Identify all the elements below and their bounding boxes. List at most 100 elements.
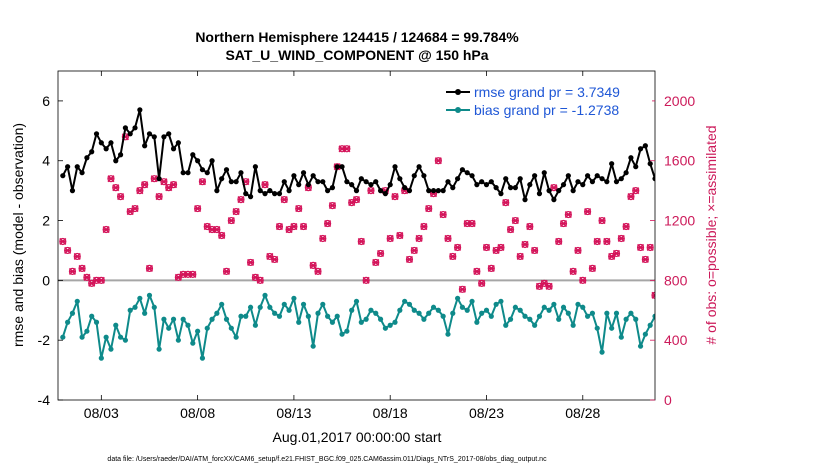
bias-series-point xyxy=(488,313,494,319)
bias-series-point xyxy=(325,313,331,319)
obs-possible-point xyxy=(729,274,735,280)
obs-assimilated-point xyxy=(280,196,288,204)
obs-assimilated-point xyxy=(806,227,812,233)
rmse-series-point xyxy=(180,170,186,176)
rmse-series-point xyxy=(556,188,562,194)
obs-assimilated-point xyxy=(612,249,621,258)
obs-assimilated-point xyxy=(324,219,332,228)
bias-series-point xyxy=(93,319,100,325)
rmse-series-point xyxy=(546,188,552,194)
rmse-series-point xyxy=(79,170,85,176)
bias-series-point xyxy=(479,310,485,316)
bias-series-point xyxy=(541,304,547,310)
obs-assimilated-point xyxy=(559,219,568,228)
obs-assimilated-point xyxy=(352,196,361,204)
obs-assimilated-point xyxy=(579,276,587,284)
rmse-series-point xyxy=(565,173,571,179)
rmse-series-point xyxy=(455,176,461,182)
chart-title: Northern Hemisphere 124415 / 124684 = 99… xyxy=(195,29,519,45)
bias-series-point xyxy=(132,304,138,310)
bias-series-point xyxy=(672,311,677,316)
obs-possible-point xyxy=(743,268,749,274)
obs-assimilated-point xyxy=(691,185,697,191)
obs-assimilated-point xyxy=(473,267,481,275)
rmse-series-point xyxy=(325,188,331,194)
bias-series-point xyxy=(763,314,768,319)
obs-assimilated-point xyxy=(593,237,601,246)
obs-assimilated-point xyxy=(550,184,558,192)
bias-series-point xyxy=(156,346,162,352)
obs-assimilated-point xyxy=(444,234,452,243)
obs-possible-point xyxy=(724,280,730,286)
obs-assimilated-point xyxy=(145,264,154,272)
bias-series-point xyxy=(349,307,355,313)
bias-series-point xyxy=(142,310,148,316)
bias-series-point xyxy=(291,295,297,301)
rmse-series-point xyxy=(257,188,263,194)
bias-series-point xyxy=(503,322,509,328)
rmse-series-point xyxy=(633,164,639,170)
bias-series-point xyxy=(363,316,369,322)
rmse-series-point xyxy=(763,176,768,181)
bias-series-point xyxy=(637,343,644,349)
obs-assimilated-point xyxy=(434,157,442,165)
bias-series-point xyxy=(122,337,129,343)
obs-assimilated-point xyxy=(227,216,235,225)
obs-possible-point xyxy=(758,241,764,247)
bias-series-point xyxy=(74,298,80,304)
bias-series-point xyxy=(334,313,340,319)
obs-possible-point xyxy=(734,179,740,185)
rmse-series-point xyxy=(739,161,744,166)
bias-series-point xyxy=(113,322,119,328)
bias-series-point xyxy=(358,319,364,325)
rmse-series-point xyxy=(676,173,681,178)
data-file-footer: data file: /Users/raeder/DAI/ATM_forcXX/… xyxy=(107,456,547,463)
rmse-series-point xyxy=(377,188,384,194)
rmse-series-point xyxy=(291,173,297,179)
bias-series-point xyxy=(127,307,133,313)
obs-assimilated-point xyxy=(391,193,399,201)
bias-series-point xyxy=(204,325,210,331)
bias-series-point xyxy=(821,320,826,325)
rmse-series-point xyxy=(262,191,268,197)
obs-assimilated-point xyxy=(141,181,149,189)
y-right-tick-label: 0 xyxy=(664,392,672,408)
bias-series-point xyxy=(329,319,336,325)
rmse-series-point xyxy=(652,176,655,182)
rmse-series-point xyxy=(349,182,355,188)
rmse-series-point xyxy=(74,164,80,170)
rmse-series-point xyxy=(729,167,734,172)
obs-assimilated-point xyxy=(328,202,336,210)
rmse-series-point xyxy=(609,161,615,167)
y-right-tick-label: 400 xyxy=(664,332,688,348)
bias-series-point xyxy=(811,326,816,331)
rmse-series-point xyxy=(599,176,605,182)
bias-series-point xyxy=(98,355,104,361)
rmse-series-point xyxy=(204,170,210,176)
rmse-series-point xyxy=(734,176,739,181)
plot-frame xyxy=(57,70,656,401)
bias-series-point xyxy=(493,301,499,307)
x-tick-label: 08/23 xyxy=(469,405,504,421)
rmse-series-point xyxy=(483,182,490,188)
rmse-series-point xyxy=(137,107,143,113)
obs-possible-point xyxy=(657,247,663,253)
rmse-series-point xyxy=(108,140,114,146)
obs-assimilated-point xyxy=(410,246,418,255)
obs-assimilated-point xyxy=(59,237,67,246)
bias-series-point xyxy=(623,316,629,322)
bias-series-point xyxy=(185,322,191,328)
bias-series-point xyxy=(517,307,523,313)
rmse-series-point xyxy=(406,188,413,194)
obs-assimilated-point xyxy=(531,246,539,255)
rmse-series-point xyxy=(397,176,403,182)
obs-assimilated-point xyxy=(150,175,158,183)
rmse-series-point xyxy=(247,194,254,200)
obs-assimilated-point xyxy=(734,179,740,185)
rmse-series-point xyxy=(363,179,369,185)
y-axis-left: -4 -2 0 2 4 6 xyxy=(38,93,63,408)
rmse-series-point xyxy=(170,146,177,152)
obs-possible-point xyxy=(763,235,769,241)
rmse-series-point xyxy=(806,134,811,139)
rmse-series-point xyxy=(580,182,586,188)
